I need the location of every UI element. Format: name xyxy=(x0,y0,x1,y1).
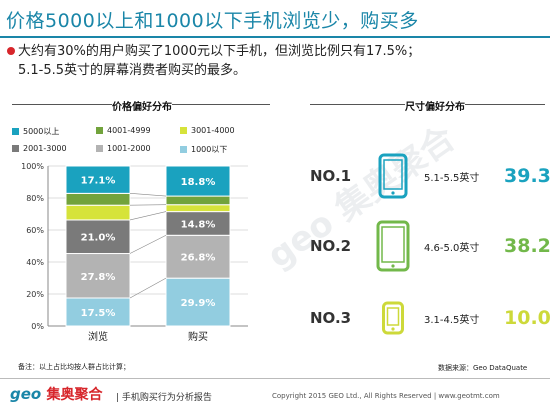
legend-item: 2001-3000 xyxy=(12,144,67,153)
summary-line-2: 5.1-5.5英寸的屏幕消费者购买的最多。 xyxy=(18,63,247,78)
data-label: 17.1% xyxy=(81,176,116,187)
size-panel-title: 尺寸偏好分布 xyxy=(405,102,465,113)
legend-swatch xyxy=(180,127,187,134)
bar-segment xyxy=(65,204,131,221)
legend-label: 4001-4999 xyxy=(107,126,151,135)
copyright: Copyright 2015 GEO Ltd., All Rights Rese… xyxy=(272,392,500,400)
rank-label: NO.2 xyxy=(310,237,352,255)
legend-item: 4001-4999 xyxy=(96,126,151,135)
size-range-label: 4.6-5.0英寸 xyxy=(424,242,480,254)
legend-label: 1000以下 xyxy=(191,145,228,154)
connector-line xyxy=(129,277,167,299)
price-title-rule-left xyxy=(12,104,112,105)
connector-line xyxy=(129,193,167,197)
size-percentage: 39.3% xyxy=(504,165,550,187)
legend-label: 3001-4000 xyxy=(191,126,235,135)
summary-text: 大约有30%的用户购买了1000元以下手机，但浏览比例只有17.5%； 5.1-… xyxy=(18,42,420,80)
size-range-label: 3.1-4.5英寸 xyxy=(424,314,480,326)
legend-swatch xyxy=(96,145,103,152)
logo-latin: geo xyxy=(10,385,42,403)
y-tick-label: 40% xyxy=(26,258,44,267)
size-percentage: 38.2% xyxy=(504,235,550,257)
bar-segment xyxy=(165,165,231,197)
legend-label: 5000以上 xyxy=(23,127,60,136)
data-label: 29.9% xyxy=(181,298,216,309)
size-title-rule-left xyxy=(310,104,405,105)
data-label: 21.0% xyxy=(81,233,116,244)
chart-note: 备注：以上占比均按人群占比计算； xyxy=(18,363,130,371)
summary-line-1: 大约有30%的用户购买了1000元以下手机，但浏览比例只有17.5%； xyxy=(18,44,421,59)
size-rank-row: NO.3 3.1-4.5英寸 10.0% xyxy=(310,288,550,348)
x-tick-label: 购买 xyxy=(188,330,208,343)
y-tick-label: 100% xyxy=(21,162,44,171)
size-rank-row: NO.2 4.6-5.0英寸 38.2% xyxy=(310,216,550,276)
company-logo: geo 集奥聚合 xyxy=(10,384,102,404)
size-percentage: 10.0% xyxy=(504,307,550,329)
phone-icon xyxy=(368,146,424,206)
bar-segment xyxy=(165,204,231,213)
size-title-rule-right xyxy=(465,104,545,105)
data-label: 27.8% xyxy=(81,272,116,283)
data-label: 17.5% xyxy=(81,308,116,319)
legend-item: 1001-2000 xyxy=(96,144,151,153)
page-title: 价格5000以上和1000以下手机浏览少，购买多 xyxy=(6,10,419,32)
connector-line xyxy=(129,235,167,254)
price-panel-title: 价格偏好分布 xyxy=(112,102,172,113)
legend-swatch xyxy=(180,146,187,153)
bullet-icon xyxy=(6,44,20,58)
data-label: 14.8% xyxy=(181,219,216,230)
legend-label: 2001-3000 xyxy=(23,144,67,153)
logo-chinese: 集奥聚合 xyxy=(46,387,103,403)
y-tick-label: 20% xyxy=(26,290,44,299)
legend-swatch xyxy=(12,128,19,135)
legend-item: 3001-4000 xyxy=(180,126,235,135)
rank-label: NO.1 xyxy=(310,167,352,185)
legend-swatch xyxy=(12,145,19,152)
bar-segment xyxy=(65,253,131,299)
bar-segment xyxy=(65,165,131,194)
legend-swatch xyxy=(96,127,103,134)
data-source: 数据来源：Geo DataQuate xyxy=(438,364,528,372)
connector-line xyxy=(129,211,167,221)
price-stacked-bar-chart: 0% 20% 40% 60% 80% 100% 17.5% 27.8% 21.0% 17.1% 浏览… xyxy=(21,162,248,343)
report-name: | 手机购买行为分析报告 xyxy=(116,393,212,403)
phone-icon xyxy=(368,288,424,348)
title-divider xyxy=(0,36,550,38)
rank-label: NO.3 xyxy=(310,309,352,327)
y-tick-label: 0% xyxy=(31,322,44,331)
size-rank-row: NO.1 5.1-5.5英寸 39.3% xyxy=(310,146,550,206)
bar-segment xyxy=(165,195,231,206)
data-label: 18.8% xyxy=(181,177,216,188)
footer-divider xyxy=(0,378,550,379)
bar-segment xyxy=(165,277,231,327)
y-tick-label: 80% xyxy=(26,194,44,203)
price-title-rule-right xyxy=(172,104,270,105)
legend-item: 1000以下 xyxy=(180,144,227,155)
bar-segment xyxy=(65,192,131,206)
legend-item: 5000以上 xyxy=(12,126,59,137)
y-tick-label: 60% xyxy=(26,226,44,235)
legend-label: 1001-2000 xyxy=(107,144,151,153)
phone-icon xyxy=(368,216,424,276)
size-range-label: 5.1-5.5英寸 xyxy=(424,172,480,184)
bar-segment xyxy=(165,234,231,279)
data-label: 26.8% xyxy=(181,253,216,264)
x-tick-label: 浏览 xyxy=(88,330,108,343)
bar-segment xyxy=(65,219,131,255)
